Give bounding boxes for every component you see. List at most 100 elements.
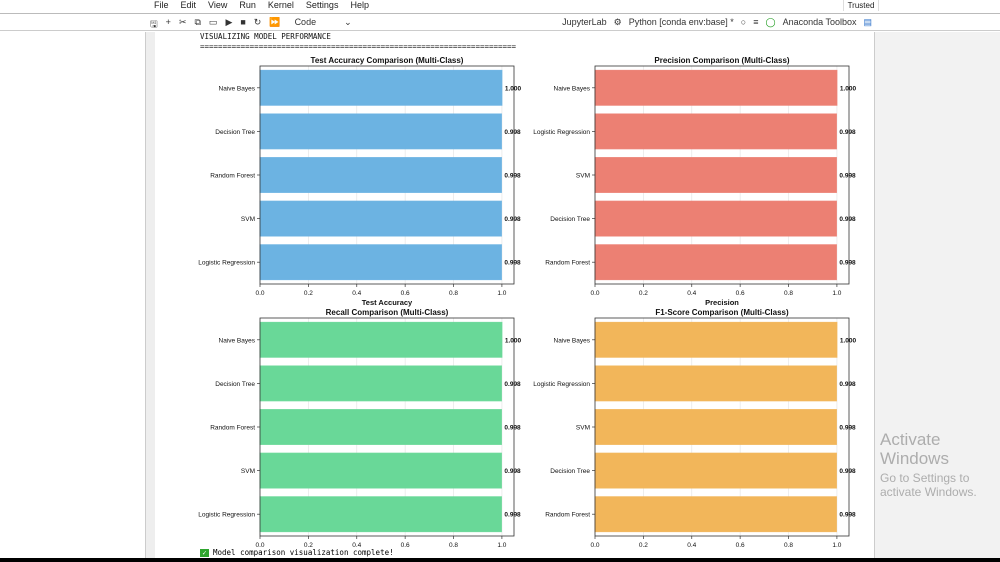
menu-file[interactable]: File xyxy=(154,0,169,10)
x-tick-label: 0.4 xyxy=(352,290,361,297)
data-label: 0.998 xyxy=(504,381,521,388)
x-tick-label: 0.2 xyxy=(304,290,313,297)
plot-frame xyxy=(259,317,515,537)
bar xyxy=(259,365,502,402)
data-label: 0.998 xyxy=(839,129,856,136)
menu-view[interactable]: View xyxy=(208,0,228,10)
data-label: 0.998 xyxy=(839,216,856,223)
right-panel xyxy=(874,32,1000,558)
chart-title: F1-Score Comparison (Multi-Class) xyxy=(655,308,789,317)
data-label: 0.998 xyxy=(839,173,856,180)
bar xyxy=(594,200,837,237)
data-label: 0.998 xyxy=(839,425,856,432)
jupyterlab-link[interactable]: JupyterLab xyxy=(562,17,607,27)
bar xyxy=(259,69,503,106)
bar xyxy=(259,244,502,281)
y-tick-label: SVM xyxy=(241,216,255,223)
windows-watermark: Activate Windows Go to Settings to activa… xyxy=(880,430,998,499)
bar xyxy=(594,452,837,489)
y-tick-label: Naive Bayes xyxy=(219,337,256,344)
bar xyxy=(594,321,838,358)
data-label: 0.998 xyxy=(504,512,521,519)
data-label: 0.998 xyxy=(504,425,521,432)
bar xyxy=(594,157,837,193)
x-tick-label: 0.0 xyxy=(590,542,599,548)
data-label: 0.998 xyxy=(504,216,521,223)
save-icon[interactable]: 🖫 xyxy=(150,19,158,29)
bar xyxy=(594,409,837,445)
kernel-status-icon: ○ xyxy=(740,17,747,27)
bar xyxy=(594,496,837,533)
y-tick-label: SVM xyxy=(576,173,590,180)
bar xyxy=(594,365,837,402)
y-tick-label: Logistic Regression xyxy=(198,260,255,267)
menu-edit[interactable]: Edit xyxy=(180,0,197,10)
add-icon[interactable]: + xyxy=(165,17,171,27)
toolbar-right: JupyterLab ⚙ Python [conda env:base] * ○… xyxy=(562,17,872,28)
data-label: 0.998 xyxy=(839,260,856,267)
x-tick-label: 0.4 xyxy=(352,542,361,548)
bar xyxy=(594,244,837,281)
bar xyxy=(594,113,837,150)
cell-type-select[interactable]: Code xyxy=(294,17,317,27)
y-tick-label: Decision Tree xyxy=(550,468,590,475)
y-tick-label: Decision Tree xyxy=(550,216,590,223)
x-tick-label: 0.0 xyxy=(255,290,264,297)
data-label: 0.998 xyxy=(504,173,521,180)
menu-help[interactable]: Help xyxy=(350,0,369,10)
menu-kernel[interactable]: Kernel xyxy=(267,0,294,10)
plot-frame xyxy=(594,317,850,537)
gear-icon[interactable]: ⚙ xyxy=(613,17,622,27)
x-tick-label: 0.2 xyxy=(639,542,648,548)
y-tick-label: Logistic Regression xyxy=(533,129,590,136)
x-tick-label: 1.0 xyxy=(497,542,506,548)
x-tick-label: 0.4 xyxy=(687,542,696,548)
data-label: 1.000 xyxy=(505,337,522,344)
data-label: 0.998 xyxy=(504,468,521,475)
y-tick-label: Decision Tree xyxy=(215,381,255,388)
checkmark-icon: ✓ xyxy=(200,549,209,557)
y-tick-label: Logistic Regression xyxy=(533,381,590,388)
x-tick-label: 1.0 xyxy=(832,290,841,297)
paste-icon[interactable]: ▭ xyxy=(208,17,218,27)
bar xyxy=(259,321,503,358)
y-tick-label: Naive Bayes xyxy=(219,85,256,92)
x-axis-label: Test Accuracy xyxy=(362,298,413,307)
x-tick-label: 0.8 xyxy=(449,290,458,297)
x-tick-label: 1.0 xyxy=(832,542,841,548)
plot-frame xyxy=(594,65,850,285)
y-tick-label: SVM xyxy=(241,468,255,475)
y-tick-label: Random Forest xyxy=(210,173,255,180)
sidebar-toggle-icon[interactable]: ▤ xyxy=(863,17,872,27)
kernel-name[interactable]: Python [conda env:base] * xyxy=(628,17,734,27)
x-tick-label: 0.2 xyxy=(639,290,648,297)
menu-settings[interactable]: Settings xyxy=(305,0,339,10)
y-tick-label: Logistic Regression xyxy=(198,512,255,519)
run-icon[interactable]: ▶ xyxy=(225,17,233,27)
y-tick-label: Decision Tree xyxy=(215,129,255,136)
menu-icon[interactable]: ≡ xyxy=(753,17,759,27)
toolbar-left: 🖫 + ✂ ⧉ ▭ ▶ ■ ↻ ⏩ Code ⌄ xyxy=(150,17,352,33)
data-label: 1.000 xyxy=(840,85,857,92)
x-tick-label: 0.6 xyxy=(736,290,745,297)
stop-icon[interactable]: ■ xyxy=(240,17,246,27)
y-tick-label: Random Forest xyxy=(210,425,255,432)
bar xyxy=(259,200,502,237)
completion-text: Model comparison visualization complete! xyxy=(213,548,394,557)
chevron-down-icon[interactable]: ⌄ xyxy=(344,17,352,27)
completion-message: ✓ Model comparison visualization complete… xyxy=(200,548,394,557)
left-margin xyxy=(0,32,145,558)
trusted-indicator[interactable]: Trusted xyxy=(843,0,879,11)
cut-icon[interactable]: ✂ xyxy=(178,17,187,27)
fast-forward-icon[interactable]: ⏩ xyxy=(269,17,281,27)
bar xyxy=(259,113,502,150)
restart-icon[interactable]: ↻ xyxy=(253,17,262,27)
menu-run[interactable]: Run xyxy=(239,0,256,10)
chart-title: Recall Comparison (Multi-Class) xyxy=(326,308,449,317)
anaconda-toolbox-button[interactable]: Anaconda Toolbox xyxy=(782,17,857,27)
bar xyxy=(594,69,838,106)
data-label: 0.998 xyxy=(504,129,521,136)
chart-title: Precision Comparison (Multi-Class) xyxy=(654,56,789,65)
copy-icon[interactable]: ⧉ xyxy=(194,17,201,27)
data-label: 0.998 xyxy=(839,381,856,388)
